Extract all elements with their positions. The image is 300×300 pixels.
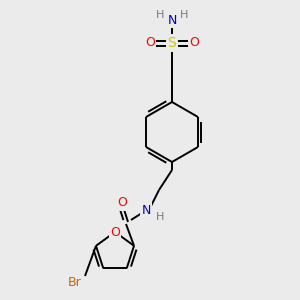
Text: N: N — [167, 14, 177, 26]
Text: O: O — [110, 226, 120, 238]
Text: S: S — [168, 36, 176, 50]
Text: Br: Br — [68, 275, 82, 289]
Text: H: H — [180, 10, 188, 20]
Text: H: H — [156, 10, 164, 20]
Text: H: H — [156, 212, 164, 222]
Text: O: O — [189, 37, 199, 50]
Text: N: N — [141, 203, 151, 217]
Text: Br: Br — [68, 275, 82, 289]
Text: H: H — [156, 10, 164, 20]
Text: O: O — [189, 37, 199, 50]
Text: O: O — [145, 37, 155, 50]
Text: H: H — [180, 10, 188, 20]
Text: O: O — [110, 226, 120, 238]
Text: O: O — [145, 37, 155, 50]
Text: S: S — [168, 36, 176, 50]
Text: O: O — [117, 196, 127, 209]
Text: H: H — [156, 212, 164, 222]
Text: N: N — [167, 14, 177, 26]
Text: N: N — [141, 203, 151, 217]
Text: O: O — [117, 196, 127, 209]
